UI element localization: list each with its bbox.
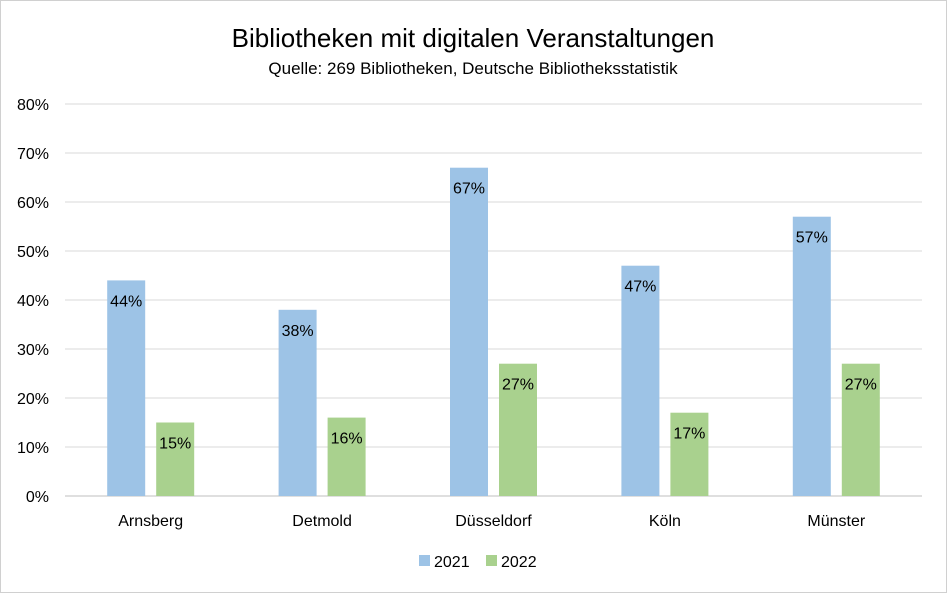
legend-swatch-2022: [486, 555, 497, 566]
gridlines: [65, 103, 922, 497]
x-tick-label: Arnsberg: [118, 513, 183, 530]
y-tick-label: 40%: [17, 293, 49, 310]
data-label: 17%: [673, 426, 705, 443]
bars: 44% 15% 38% 16% 67% 27% 47% 17% 57% 27%: [107, 167, 880, 496]
y-tick-label: 50%: [17, 244, 49, 261]
bar-2021-4: [792, 216, 831, 496]
x-axis: Arnsberg Detmold Düsseldorf Köln Münster: [118, 513, 866, 530]
chart-title: Bibliotheken mit digitalen Veranstaltung…: [232, 23, 715, 53]
x-tick-label: Münster: [807, 513, 865, 530]
legend-label-2022: 2022: [501, 554, 537, 571]
bar-2022-1: [327, 417, 366, 496]
data-label: 44%: [110, 293, 142, 310]
data-label: 27%: [502, 377, 534, 394]
data-label: 16%: [331, 431, 363, 448]
data-label: 47%: [624, 279, 656, 296]
legend-swatch-2021: [419, 555, 430, 566]
y-tick-label: 20%: [17, 391, 49, 408]
bar-2021-3: [621, 265, 660, 496]
y-axis: 0% 10% 20% 30% 40% 50% 60% 70% 80%: [17, 97, 49, 506]
y-tick-label: 60%: [17, 195, 49, 212]
x-tick-label: Köln: [649, 513, 681, 530]
bar-2022-0: [156, 422, 195, 496]
data-label: 15%: [159, 436, 191, 453]
x-tick-label: Düsseldorf: [455, 513, 532, 530]
chart-subtitle: Quelle: 269 Bibliotheken, Deutsche Bibli…: [268, 59, 678, 78]
bar-2021-2: [450, 167, 488, 496]
bar-2021-0: [107, 280, 146, 496]
bar-2022-2: [499, 363, 537, 496]
y-tick-label: 0%: [26, 489, 49, 506]
x-tick-label: Detmold: [292, 513, 352, 530]
y-tick-label: 80%: [17, 97, 49, 114]
data-label: 38%: [282, 323, 314, 340]
y-tick-label: 10%: [17, 440, 49, 457]
y-tick-label: 70%: [17, 146, 49, 163]
data-label: 27%: [845, 377, 877, 394]
data-label: 67%: [453, 181, 485, 198]
bar-2022-3: [670, 412, 709, 496]
legend: 2021 2022: [419, 554, 537, 571]
y-tick-label: 30%: [17, 342, 49, 359]
legend-label-2021: 2021: [434, 554, 470, 571]
data-label: 57%: [796, 230, 828, 247]
bar-2021-1: [278, 309, 317, 496]
bar-2022-4: [841, 363, 880, 496]
